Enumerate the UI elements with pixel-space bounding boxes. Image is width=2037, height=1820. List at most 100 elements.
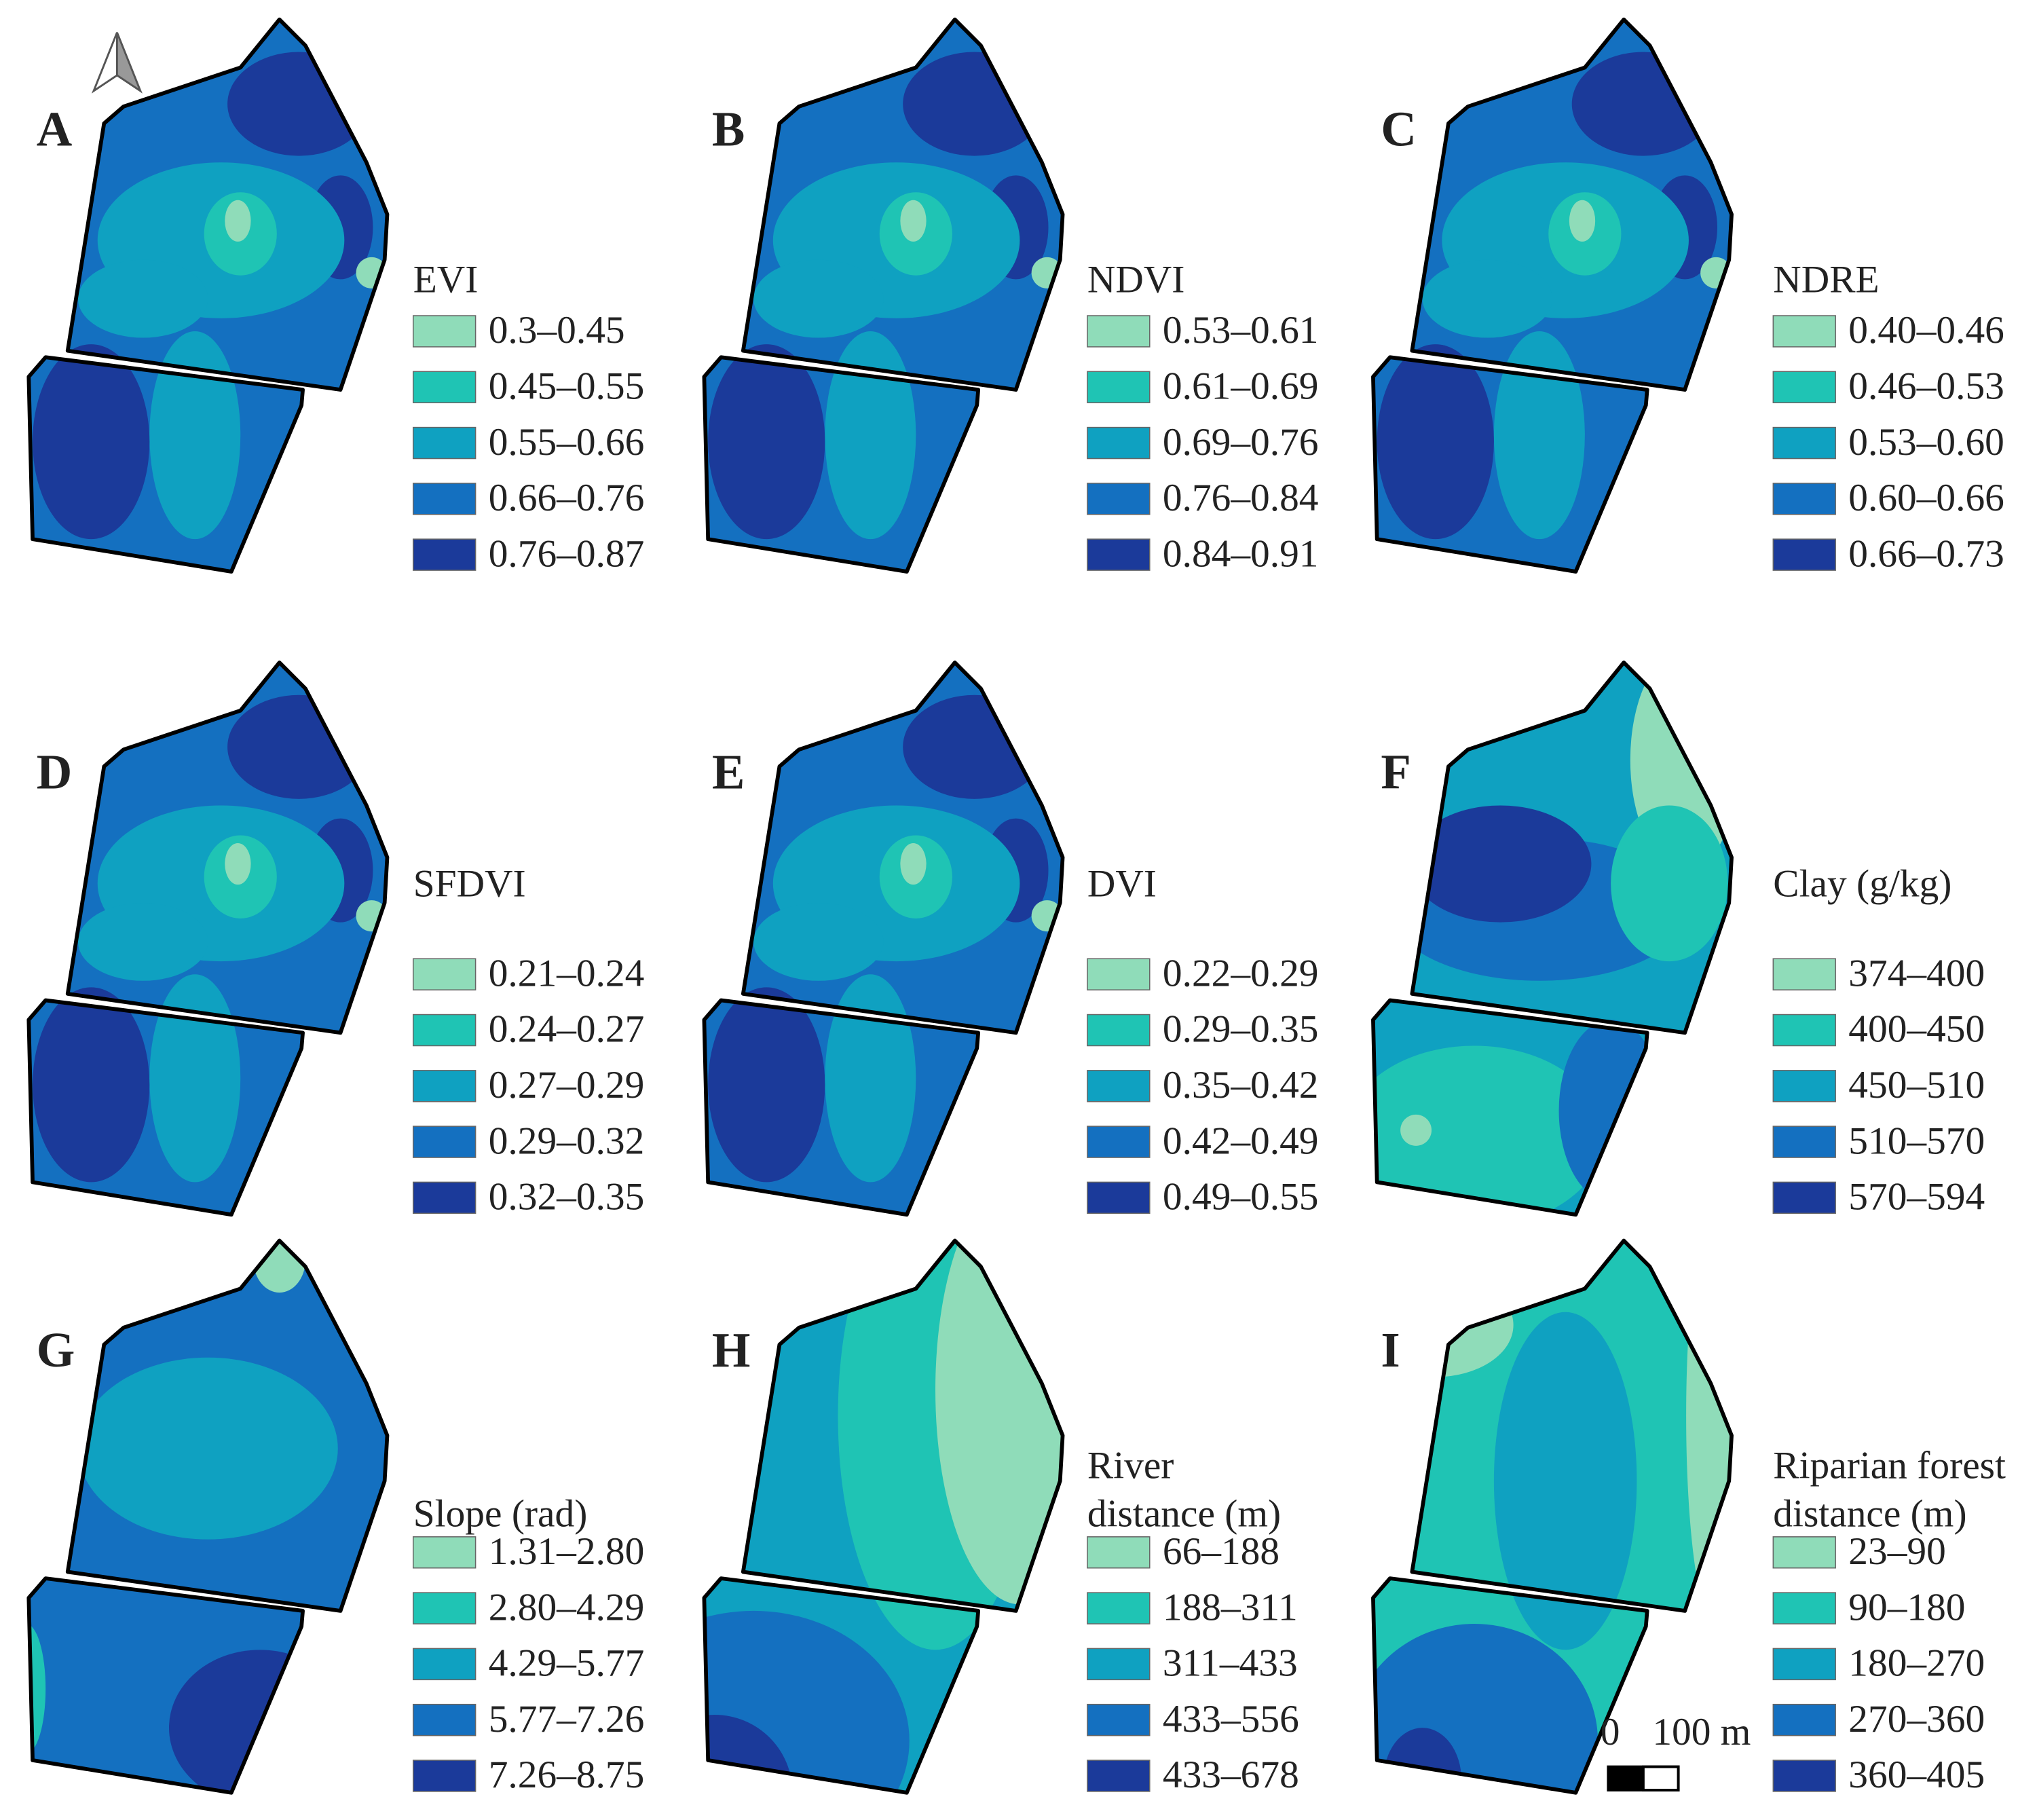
map-zone [1493, 331, 1585, 540]
legend-swatch [1772, 315, 1836, 348]
legend-title: SFDVI [413, 862, 526, 905]
legend-swatch [1087, 315, 1151, 348]
map-zone [935, 1240, 1063, 1605]
panel-letter: I [1381, 1322, 1400, 1377]
legend-title: NDRE [1773, 259, 1879, 301]
map-zone [753, 259, 884, 338]
legend-label: 0.35–0.42 [1163, 1064, 1319, 1107]
legend-title: River [1087, 1445, 1174, 1487]
legend-swatch [412, 1014, 476, 1047]
legend-label: 0.53–0.60 [1848, 421, 2004, 464]
map-panel: B NDVI 0.53–0.61 0.61–0.69 0.69–0.76 0.76–0.8… [702, 17, 1319, 575]
map-zone [225, 200, 251, 242]
legend-swatch [412, 1181, 476, 1214]
legend-label: 0.66–0.73 [1848, 532, 2004, 575]
scale-bar: 0 100 m [1601, 1711, 1751, 1791]
legend-label: 0.46–0.53 [1848, 365, 2004, 407]
field-outline [26, 1576, 305, 1795]
map-zone [225, 842, 251, 885]
legend-swatch [1087, 538, 1151, 571]
map-zone [78, 259, 208, 338]
panel-letter: C [1381, 101, 1417, 156]
field-outline [65, 661, 390, 1035]
legend-title: distance (m) [1087, 1493, 1281, 1536]
legend-label: 0.45–0.55 [489, 365, 645, 407]
legend-swatch [1087, 371, 1151, 403]
legend-swatch [412, 371, 476, 403]
map-zone [825, 331, 916, 540]
legend-label: 0.66–0.76 [489, 477, 645, 519]
map-zone [903, 694, 1046, 799]
legend-label: 23–90 [1848, 1530, 1945, 1573]
legend-swatch [1087, 1181, 1151, 1214]
map-zone [753, 902, 884, 981]
legend-swatch [412, 483, 476, 515]
map-panel: D SFDVI 0.21–0.24 0.24–0.27 0.27–0.29 0.29–0.… [26, 661, 644, 1219]
legend-swatch [1087, 1536, 1151, 1569]
legend-swatch [1087, 1760, 1151, 1792]
legend-label: 0.76–0.87 [489, 532, 645, 575]
legend-label: 510–570 [1848, 1119, 1985, 1162]
legend-label: 360–405 [1848, 1753, 1985, 1796]
legend-swatch [412, 1648, 476, 1681]
legend-label: 0.76–0.84 [1163, 477, 1319, 519]
field-outline [741, 17, 1065, 392]
legend-swatch [1087, 1070, 1151, 1102]
legend-label: 0.69–0.76 [1163, 421, 1319, 464]
map-fill [704, 1240, 1063, 1793]
legend-label: 5.77–7.26 [489, 1698, 645, 1741]
legend-swatch [1087, 1703, 1151, 1737]
map-zone [227, 52, 371, 156]
legend-label: 311–433 [1163, 1642, 1298, 1685]
map-zone [33, 344, 150, 540]
legend-label: 90–180 [1848, 1586, 1965, 1629]
legend-swatch [1087, 1592, 1151, 1624]
legend-label: 400–450 [1848, 1008, 1985, 1051]
map-zone [1409, 805, 1592, 923]
map-fill [704, 19, 1063, 572]
map-zone [708, 344, 825, 540]
panel-letter: D [37, 745, 73, 800]
legend-label: 2.80–4.29 [489, 1586, 645, 1629]
legend-label: 0.3–0.45 [489, 309, 625, 352]
map-zone [903, 52, 1046, 156]
map-zone [1400, 1114, 1432, 1146]
legend-swatch [1772, 1703, 1836, 1737]
legend-label: 0.40–0.46 [1848, 309, 2004, 352]
legend-label: 570–594 [1848, 1176, 1985, 1219]
legend-swatch [1772, 538, 1836, 571]
panel-letter: A [37, 101, 73, 156]
legend-label: 0.42–0.49 [1163, 1119, 1319, 1162]
legend-label: 270–360 [1848, 1698, 1985, 1741]
legend-label: 188–311 [1163, 1586, 1298, 1629]
map-zone [149, 974, 241, 1183]
map-panel: C NDRE 0.40–0.46 0.46–0.53 0.53–0.60 0.60–0.6… [1371, 17, 2004, 575]
map-zone [825, 974, 916, 1183]
field-outline [65, 17, 390, 392]
legend-label: 0.22–0.29 [1163, 952, 1319, 995]
map-zone [33, 1263, 150, 1322]
legend-swatch [1772, 1181, 1836, 1214]
legend-swatch [412, 1703, 476, 1737]
map-fill [29, 1240, 388, 1793]
legend-title: NDVI [1087, 259, 1184, 301]
field-outline [1410, 17, 1734, 392]
map-zone [33, 987, 150, 1183]
legend-title: Riparian forest [1773, 1445, 2006, 1487]
map-fill [29, 19, 388, 572]
legend-title: distance (m) [1773, 1493, 1966, 1536]
legend-title: DVI [1087, 862, 1157, 905]
legend-label: 180–270 [1848, 1642, 1985, 1685]
legend-label: 0.60–0.66 [1848, 477, 2004, 519]
panel-letter: F [1381, 745, 1410, 800]
legend-swatch [1087, 1014, 1151, 1047]
north-arrow [91, 32, 143, 94]
legend-label: 0.61–0.69 [1163, 365, 1319, 407]
legend-swatch [412, 426, 476, 460]
legend-swatch [1087, 426, 1151, 460]
map-panel: G Slope (rad)1.31–2.80 2.80–4.29 4.29–5.77 5… [26, 1238, 645, 1796]
field-outline [1410, 1238, 1734, 1613]
legend-label: 0.49–0.55 [1163, 1176, 1319, 1219]
legend-label: 0.84–0.91 [1163, 532, 1319, 575]
map-zone [1377, 344, 1494, 540]
